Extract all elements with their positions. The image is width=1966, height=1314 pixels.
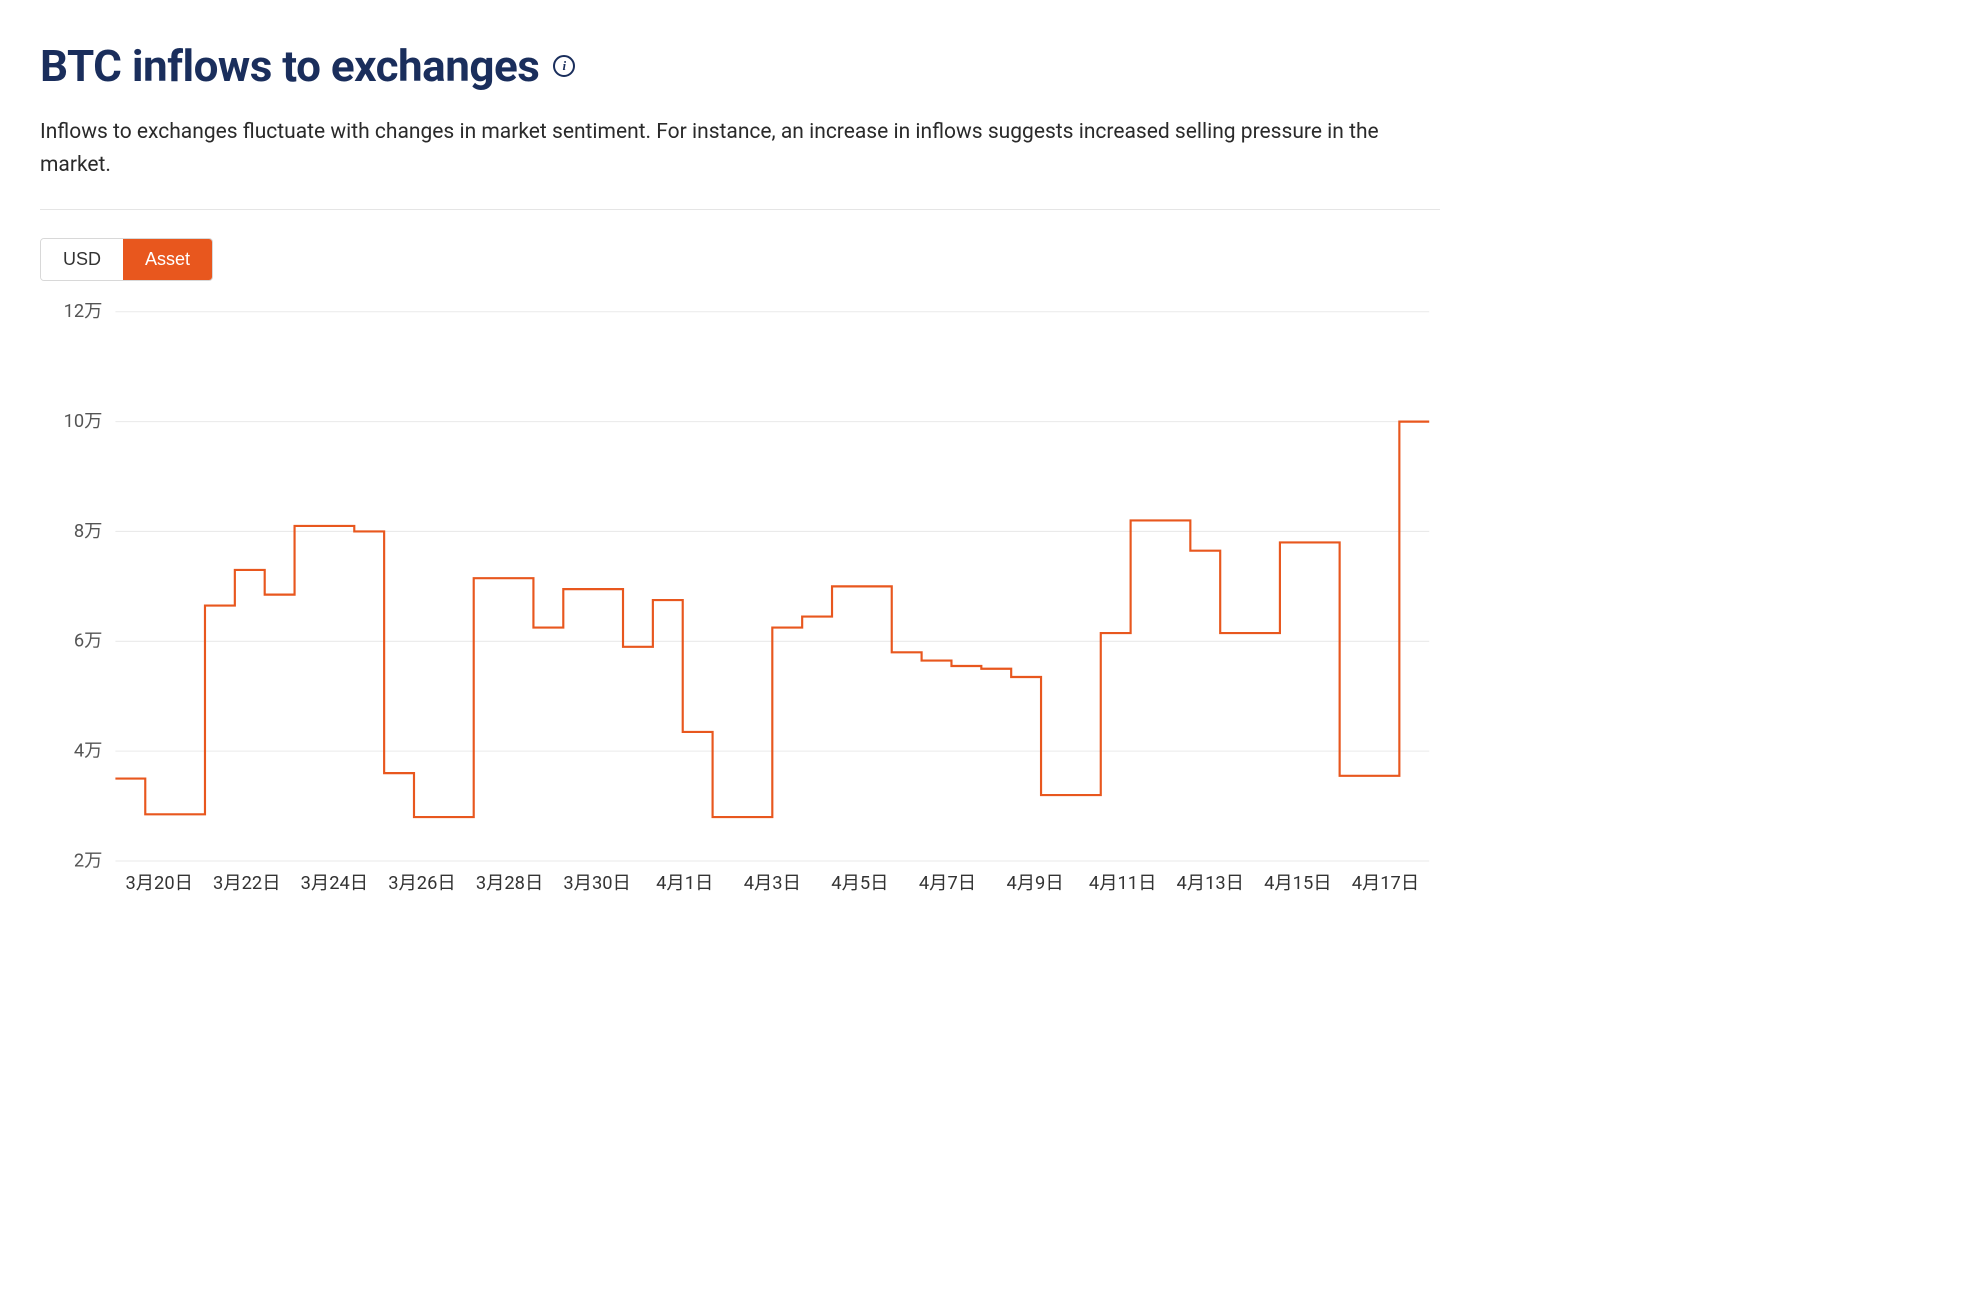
- chart-card: BTC inflows to exchanges i Inflows to ex…: [40, 40, 1440, 904]
- toggle-asset-button[interactable]: Asset: [123, 239, 212, 280]
- divider: [40, 209, 1440, 210]
- y-axis-label: 4万: [74, 741, 103, 762]
- x-axis-label: 4月5日: [831, 873, 888, 894]
- x-axis-label: 3月28日: [476, 873, 543, 894]
- x-axis-label: 4月17日: [1352, 873, 1419, 894]
- y-axis-label: 10万: [64, 411, 103, 432]
- x-axis-label: 4月15日: [1264, 873, 1331, 894]
- y-axis-label: 12万: [64, 301, 103, 322]
- info-icon[interactable]: i: [553, 55, 575, 77]
- inflows-series-line: [115, 422, 1429, 817]
- inflows-step-chart: 2万 4万 6万 8万 10万 12万 3月20日 3月22日 3月24日 3月26日 3月28日 3…: [40, 301, 1440, 904]
- y-axis-label: 6万: [74, 631, 103, 652]
- x-axis-label: 4月3日: [744, 873, 801, 894]
- toggle-usd-button[interactable]: USD: [41, 239, 123, 280]
- x-axis-label: 3月20日: [125, 873, 192, 894]
- y-axis-label: 8万: [74, 521, 103, 542]
- chart-area: 2万 4万 6万 8万 10万 12万 3月20日 3月22日 3月24日 3月26日 3月28日 3…: [40, 301, 1440, 904]
- x-axis-label: 4月11日: [1089, 873, 1156, 894]
- title-row: BTC inflows to exchanges i: [40, 40, 1440, 92]
- x-axis-label: 4月7日: [919, 873, 976, 894]
- page-title: BTC inflows to exchanges: [40, 40, 539, 92]
- x-axis-label: 3月24日: [301, 873, 368, 894]
- x-axis-label: 4月1日: [656, 873, 713, 894]
- unit-toggle-group: USD Asset: [40, 238, 213, 281]
- x-axis-label: 3月26日: [388, 873, 455, 894]
- x-axis-label: 4月9日: [1006, 873, 1063, 894]
- chart-description: Inflows to exchanges fluctuate with chan…: [40, 116, 1440, 181]
- x-axis-label: 3月30日: [563, 873, 630, 894]
- y-axis-label: 2万: [74, 850, 103, 871]
- x-axis-label: 4月13日: [1177, 873, 1244, 894]
- x-axis-label: 3月22日: [213, 873, 280, 894]
